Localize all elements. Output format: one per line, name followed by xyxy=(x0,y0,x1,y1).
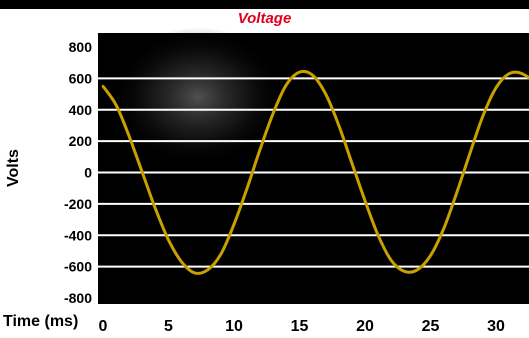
x-tick-label: 15 xyxy=(291,318,309,335)
data-point xyxy=(193,271,196,275)
data-point xyxy=(520,72,524,75)
y-tick-label: 200 xyxy=(69,133,93,149)
data-point xyxy=(507,72,511,75)
x-tick-label: 5 xyxy=(164,318,173,335)
grid-lines xyxy=(98,77,529,268)
y-tick-label: 600 xyxy=(69,70,93,86)
x-tick-label: 20 xyxy=(356,318,374,335)
data-point xyxy=(494,86,498,90)
data-point xyxy=(376,233,380,237)
x-tick-label: 10 xyxy=(225,318,243,335)
data-point xyxy=(206,268,210,272)
data-point xyxy=(245,186,249,190)
data-point xyxy=(298,70,301,74)
x-tick-label: 30 xyxy=(487,318,505,335)
data-point xyxy=(337,124,341,127)
data-point xyxy=(389,259,393,262)
y-tick-label: 800 xyxy=(69,39,93,55)
data-point xyxy=(167,238,170,242)
data-point xyxy=(429,254,432,257)
data-point xyxy=(272,111,275,115)
data-point xyxy=(481,114,485,118)
x-tick-label: 0 xyxy=(99,318,108,335)
data-point xyxy=(324,92,328,96)
data-point xyxy=(154,207,157,210)
x-tick-label: 25 xyxy=(422,318,440,335)
y-tick-label: 0 xyxy=(84,165,92,181)
data-point xyxy=(101,84,105,88)
chart-title: Voltage xyxy=(237,10,292,27)
data-point xyxy=(455,191,459,195)
data-point xyxy=(219,252,223,256)
x-tick-labels: 05101520253035 xyxy=(99,318,505,335)
data-point xyxy=(127,135,131,138)
y-tick-label: -800 xyxy=(64,290,92,306)
data-point xyxy=(285,83,288,86)
data-point xyxy=(416,268,419,272)
data-point xyxy=(442,227,445,231)
y-tick-label: -600 xyxy=(64,259,92,275)
data-point xyxy=(350,161,354,165)
data-point xyxy=(258,147,262,151)
plot-glow xyxy=(110,27,286,167)
data-point xyxy=(232,222,236,226)
y-tick-label: -400 xyxy=(64,227,92,243)
y-tick-label: 400 xyxy=(69,102,93,118)
y-tick-labels: 800 600 400 200 0 -200 -400 -600 -800 xyxy=(64,39,92,306)
x-axis-label: Time (ms) xyxy=(3,313,79,330)
data-point xyxy=(141,171,144,174)
y-tick-label: -200 xyxy=(64,196,92,212)
data-point xyxy=(363,199,367,203)
data-point xyxy=(114,103,118,107)
series-layer xyxy=(101,69,529,275)
top-bar xyxy=(0,0,529,9)
data-point xyxy=(403,270,406,273)
data-point xyxy=(180,260,183,264)
data-point xyxy=(468,152,472,155)
data-point xyxy=(311,73,314,77)
